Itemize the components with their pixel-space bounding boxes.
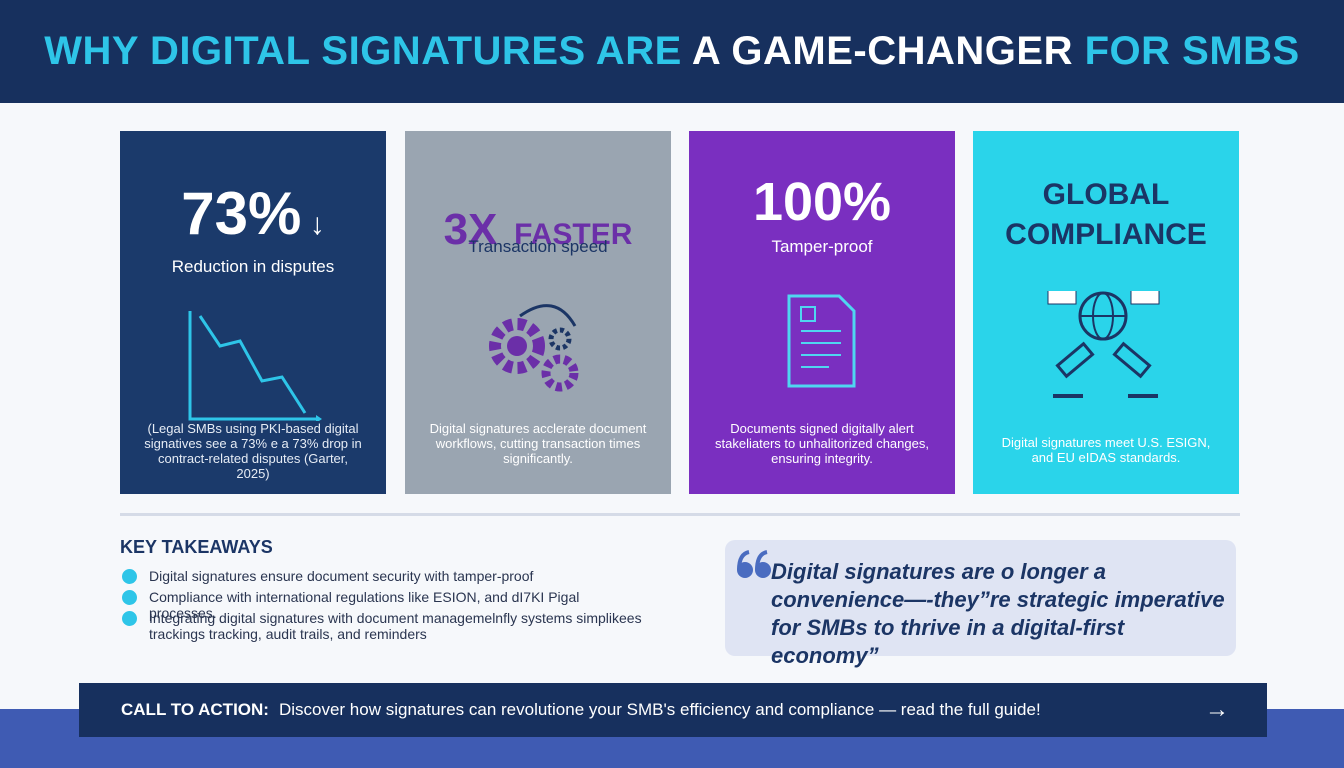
stat: 3X FASTER xyxy=(405,189,671,258)
cta-arrow[interactable]: → xyxy=(1205,696,1229,723)
stat-description: Documents signed digitally alert stakeli… xyxy=(715,421,929,466)
takeaway-text: Digital signatures ensure document secur… xyxy=(149,568,534,584)
quote-text: Digital signatures are o longer a conven… xyxy=(771,559,1225,668)
compliance-icon xyxy=(1047,291,1160,398)
title-part: A GAME-CHANGER xyxy=(691,29,1073,73)
stat-card: GLOBAL COMPLIANCE Digital signatures mee… xyxy=(973,131,1239,494)
stat: GLOBAL COMPLIANCE xyxy=(1003,175,1209,255)
takeaway: Digital signatures ensure document secur… xyxy=(122,568,649,584)
cta-text: Discover how signatures can revolutione … xyxy=(278,700,1041,719)
stat-value: GLOBAL COMPLIANCE xyxy=(1005,178,1207,251)
header: WHY DIGITAL SIGNATURES ARE A GAME-CHANGE… xyxy=(0,0,1344,103)
takeaway: Compliance with international regulation… xyxy=(122,589,649,621)
stat-suffix: FASTER xyxy=(514,218,633,251)
title: WHY DIGITAL SIGNATURES ARE A GAME-CHANGE… xyxy=(44,29,1299,74)
stat-description: Digital signatures acclerate document wo… xyxy=(429,421,647,466)
stat-description: (Legal SMBs using PKI-based digital sign… xyxy=(144,421,362,481)
cta-bar[interactable]: CALL TO ACTION: Discover how signatures … xyxy=(79,683,1267,737)
quote-box: Digital signatures are o longer a conven… xyxy=(725,540,1236,668)
cta-label: CALL TO ACTION: xyxy=(121,700,269,719)
divider xyxy=(120,513,1240,516)
title-part: FOR SMBS xyxy=(1084,29,1300,73)
stat: 73% ↓ xyxy=(181,180,325,247)
takeaway-text: Compliance with international regulation… xyxy=(149,589,580,621)
stat-value: 73% xyxy=(181,180,302,247)
stat-card: 3X FASTER Transaction speed Digital sign… xyxy=(405,131,671,494)
takeaway-text: Integrating digital signatures with docu… xyxy=(149,610,642,642)
stat-label: Tamper-proof xyxy=(771,237,873,256)
quote-mark xyxy=(737,550,771,578)
title-part: WHY DIGITAL SIGNATURES ARE xyxy=(44,29,682,73)
stat-card: 73% ↓ Reduction in disputes (Legal SMBs … xyxy=(120,131,386,494)
stat-value: 3X xyxy=(443,205,498,254)
document-icon xyxy=(787,294,856,388)
stat-description: Digital signatures meet U.S. ESIGN, and … xyxy=(1001,435,1211,465)
gears-icon xyxy=(489,304,579,392)
stat-value: 100% xyxy=(752,172,892,232)
decline-chart-icon xyxy=(188,311,322,421)
stat-label: Reduction in disputes xyxy=(171,257,335,276)
stat: 100% xyxy=(689,171,955,233)
stat-label: Transaction speed xyxy=(468,237,608,256)
section-heading: KEY TAKEAWAYS xyxy=(120,537,273,557)
stat-card: 100% Tamper-proof Documents signed digit… xyxy=(689,131,955,494)
takeaway: Integrating digital signatures with docu… xyxy=(122,610,649,642)
